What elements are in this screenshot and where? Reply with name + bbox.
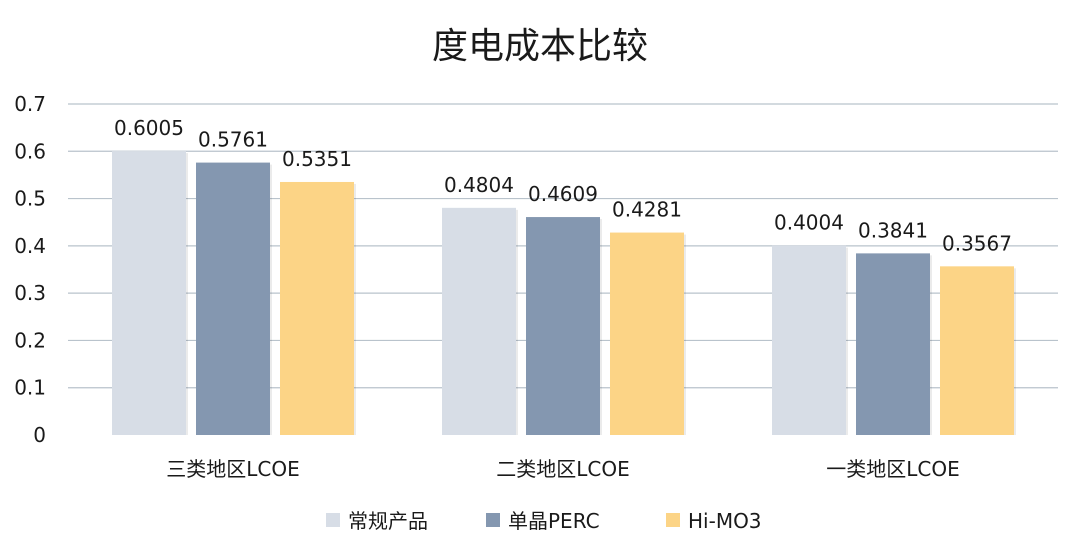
data-label: 0.5761 bbox=[198, 128, 268, 152]
legend-swatch bbox=[326, 513, 340, 527]
data-label: 0.6005 bbox=[114, 116, 184, 140]
y-tick-label: 0.3 bbox=[14, 281, 46, 305]
bar bbox=[526, 217, 600, 435]
y-tick-label: 0.4 bbox=[14, 234, 46, 258]
y-tick-label: 0.1 bbox=[14, 376, 46, 400]
data-labels: 0.6005 0.5761 0.5351 0.4804 0.4609 0.4281 0.40… bbox=[114, 116, 1012, 255]
y-tick-label: 0.5 bbox=[14, 187, 46, 211]
legend: 常规产品 单晶PERC Hi-MO3 bbox=[326, 509, 762, 533]
bar bbox=[856, 253, 930, 435]
legend-swatch bbox=[486, 513, 500, 527]
data-label: 0.5351 bbox=[282, 147, 352, 171]
data-label: 0.3567 bbox=[942, 231, 1012, 255]
bar bbox=[280, 181, 354, 435]
bar bbox=[112, 151, 186, 435]
bar bbox=[940, 266, 1014, 435]
bar bbox=[196, 162, 270, 435]
y-axis-ticks: 0 0.1 0.2 0.3 0.4 0.5 0.6 0.7 bbox=[14, 92, 46, 447]
category-label: 一类地区LCOE bbox=[826, 457, 960, 481]
category-label: 二类地区LCOE bbox=[496, 457, 630, 481]
y-tick-label: 0.6 bbox=[14, 139, 46, 163]
bar bbox=[442, 207, 516, 435]
legend-label: Hi-MO3 bbox=[688, 509, 762, 533]
chart-title: 度电成本比较 bbox=[432, 26, 648, 67]
data-label: 0.4609 bbox=[528, 182, 598, 206]
category-label: 三类地区LCOE bbox=[166, 457, 300, 481]
data-label: 0.4281 bbox=[612, 198, 682, 222]
y-tick-label: 0 bbox=[33, 423, 46, 447]
x-axis-categories: 三类地区LCOE 二类地区LCOE 一类地区LCOE bbox=[166, 457, 960, 481]
y-tick-label: 0.7 bbox=[14, 92, 46, 116]
legend-swatch bbox=[666, 513, 680, 527]
legend-label: 单晶PERC bbox=[508, 509, 600, 533]
bar bbox=[772, 245, 846, 435]
bar bbox=[610, 232, 684, 435]
legend-label: 常规产品 bbox=[348, 509, 428, 533]
data-label: 0.4804 bbox=[444, 173, 514, 197]
data-label: 0.4004 bbox=[774, 211, 844, 235]
y-tick-label: 0.2 bbox=[14, 328, 46, 352]
bars bbox=[112, 151, 1016, 435]
data-label: 0.3841 bbox=[858, 218, 928, 242]
